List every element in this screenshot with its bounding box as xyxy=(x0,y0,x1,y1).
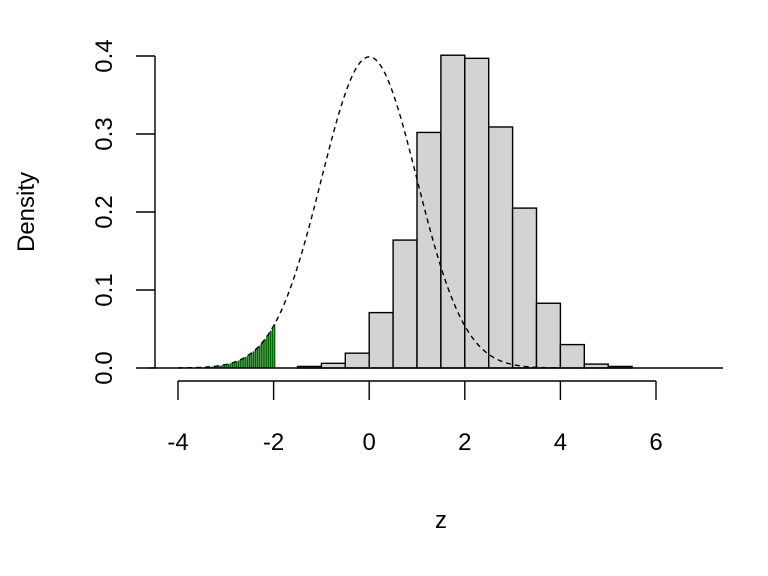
y-axis-title: Density xyxy=(13,172,40,252)
x-tick-label: -2 xyxy=(263,429,284,456)
histogram-bar xyxy=(535,302,562,369)
y-tick-label: 0.1 xyxy=(91,273,118,306)
x-tick-label: 2 xyxy=(458,429,471,456)
histogram-bar xyxy=(559,343,586,369)
histogram-bar xyxy=(368,311,394,369)
shaded-tail-region xyxy=(191,324,276,368)
histogram-bar xyxy=(392,239,418,369)
x-axis-ticks: -4 -2 0 2 4 6 xyxy=(167,380,663,456)
y-tick-label: 0.4 xyxy=(91,39,118,72)
x-tick-label: 0 xyxy=(363,429,376,456)
x-axis-title: z xyxy=(435,507,447,534)
histogram-bar xyxy=(488,126,514,369)
histogram-bar xyxy=(511,207,538,369)
histogram-bar xyxy=(344,352,370,369)
y-tick-label: 0.2 xyxy=(91,195,118,228)
x-tick-label: 4 xyxy=(554,429,567,456)
y-tick-label: 0.0 xyxy=(91,351,118,384)
y-tick-label: 0.3 xyxy=(91,117,118,150)
histogram-bar xyxy=(320,362,346,369)
x-tick-label: 6 xyxy=(649,429,662,456)
x-tick-label: -4 xyxy=(167,429,188,456)
y-axis-ticks: 0.0 0.1 0.2 0.3 0.4 xyxy=(91,39,155,385)
histogram-bars xyxy=(296,54,633,369)
histogram-bar xyxy=(440,54,466,369)
normal-density-curve xyxy=(177,56,561,369)
histogram-bar xyxy=(416,131,442,369)
histogram-bar xyxy=(464,57,490,369)
